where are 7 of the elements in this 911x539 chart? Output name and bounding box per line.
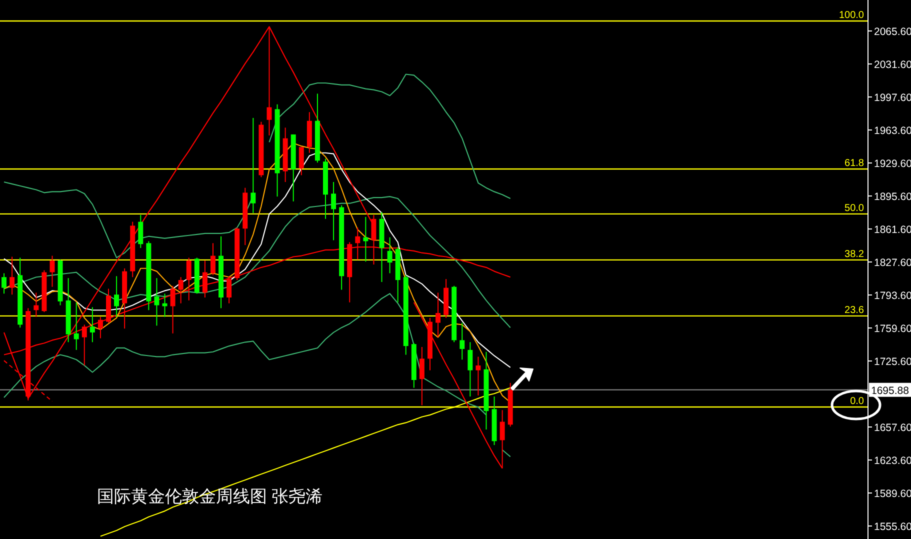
annotation: 61.8 xyxy=(844,158,864,169)
annotation: 23.6 xyxy=(844,304,864,316)
annotation: 0.0 xyxy=(850,396,864,407)
annotation: 100.0 xyxy=(838,10,864,21)
annotation: 50.0 xyxy=(844,202,864,214)
annotation: 38.2 xyxy=(844,248,864,260)
ref-line-label: 1695.88 xyxy=(871,384,910,397)
